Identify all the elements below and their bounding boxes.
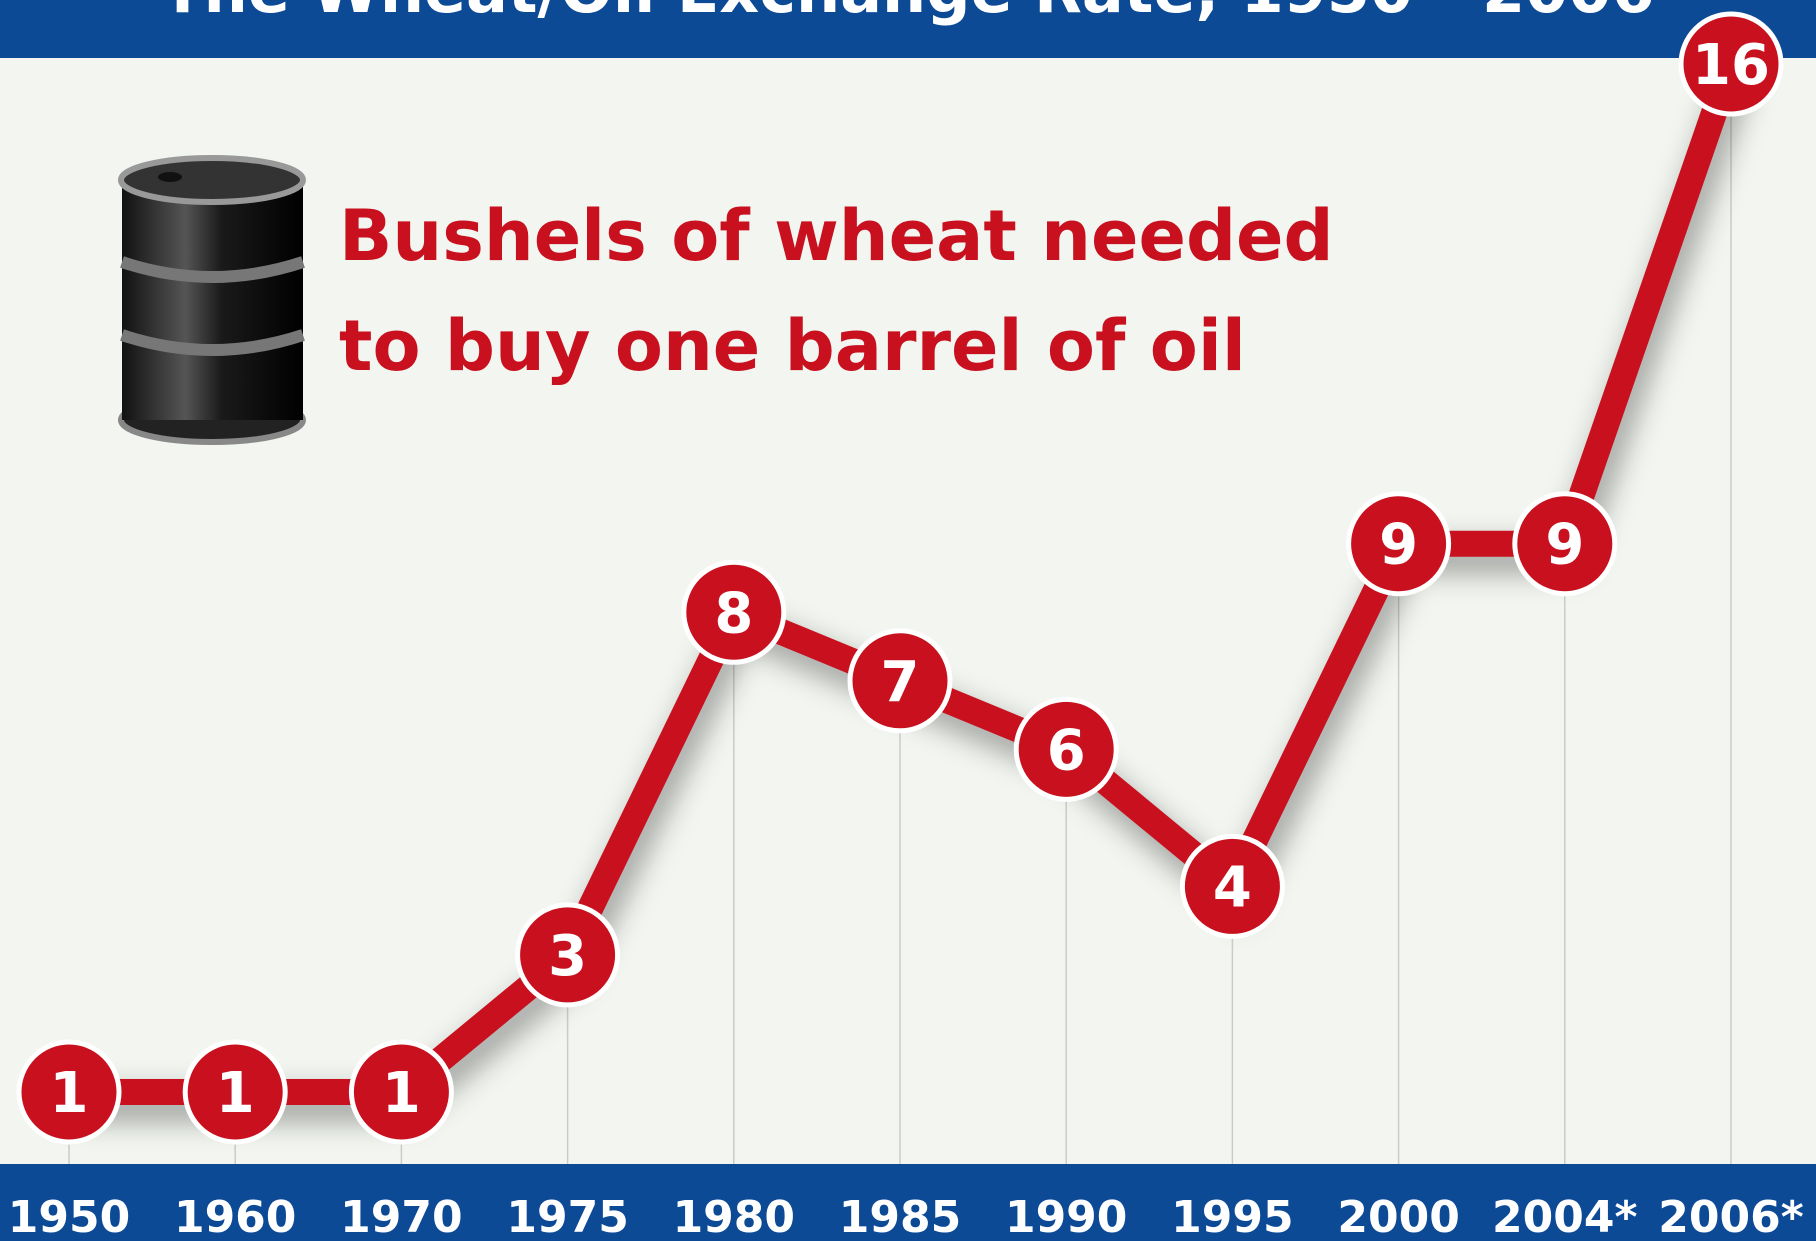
barrel-icon — [121, 158, 303, 442]
x-tick-label: 1980 — [673, 1192, 795, 1241]
data-label: 16 — [1692, 33, 1770, 98]
x-tick-label: 1985 — [839, 1192, 961, 1241]
data-label: 1 — [216, 1061, 255, 1126]
x-tick-label: 2006* — [1658, 1192, 1803, 1241]
data-label: 3 — [548, 924, 587, 989]
chart-title: The Wheat/Oil Exchange Rate, 1950 - 2006 — [161, 0, 1654, 27]
x-tick-label: 1990 — [1005, 1192, 1127, 1241]
x-tick-label: 1950 — [8, 1192, 130, 1241]
data-label: 1 — [382, 1061, 421, 1126]
x-tick-label: 2004* — [1492, 1192, 1637, 1241]
data-label: 9 — [1545, 513, 1584, 578]
x-tick-label: 1970 — [340, 1192, 462, 1241]
data-label: 7 — [881, 650, 920, 715]
data-label: 6 — [1047, 718, 1086, 783]
data-label: 9 — [1379, 513, 1418, 578]
x-tick-label: 2000 — [1337, 1192, 1459, 1241]
page: {"chart_data": {"type": "line", "title":… — [0, 0, 1816, 1241]
data-label: 1 — [50, 1061, 89, 1126]
data-label: 8 — [714, 581, 753, 646]
x-axis: 1950 1960 1970 1975 1980 1985 1990 1995 2000 2004… — [8, 1192, 1804, 1241]
x-tick-label: 1975 — [506, 1192, 628, 1241]
chart: The Wheat/Oil Exchange Rate, 1950 - 2006… — [0, 0, 1816, 1241]
x-tick-label: 1960 — [174, 1192, 296, 1241]
data-label: 4 — [1213, 855, 1252, 920]
subtitle: Bushels of wheat needed — [339, 195, 1334, 277]
subtitle: to buy one barrel of oil — [339, 305, 1246, 387]
x-tick-label: 1995 — [1171, 1192, 1293, 1241]
